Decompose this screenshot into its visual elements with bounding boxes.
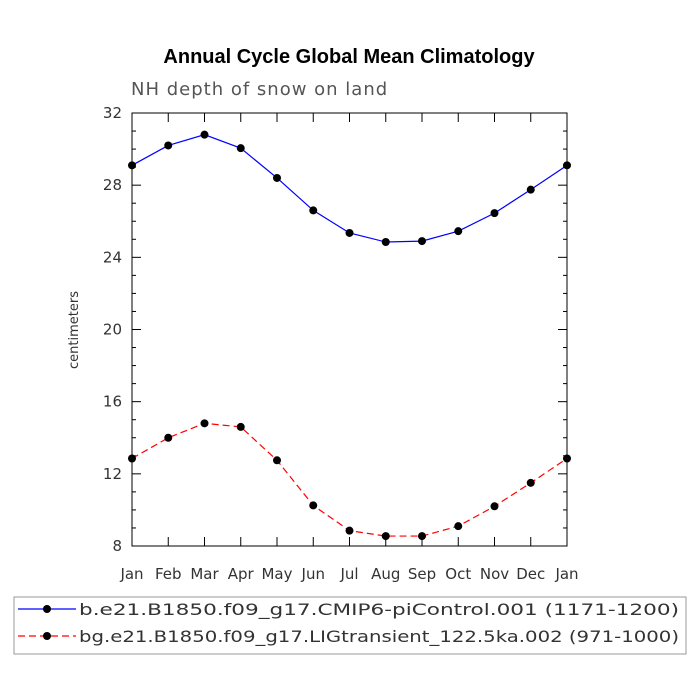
x-tick-label: Jun xyxy=(301,565,325,583)
data-point xyxy=(128,161,136,170)
legend: b.e21.B1850.f09_g17.CMIP6-piControl.001 … xyxy=(13,596,687,655)
y-tick-label: 32 xyxy=(103,104,122,122)
data-point xyxy=(563,161,571,170)
x-tick-label: Jan xyxy=(554,565,578,583)
chart-subtitle: NH depth of snow on land xyxy=(131,79,388,100)
data-point xyxy=(454,522,463,531)
axes: 8 12 16 20 24 28 32 Jan Feb Mar Apr May Jun Jul Aug Sep… xyxy=(103,104,579,583)
y-axis-label: centimeters xyxy=(67,291,82,369)
data-point xyxy=(200,130,209,139)
x-tick-label: Apr xyxy=(228,565,255,583)
data-point xyxy=(200,419,209,428)
x-tick-label: Jan xyxy=(119,565,143,583)
legend-marker xyxy=(43,632,51,640)
data-point xyxy=(526,478,535,487)
data-point xyxy=(236,144,245,153)
series-line xyxy=(131,134,568,243)
series-1 xyxy=(128,130,571,246)
legend-item: bg.e21.B1850.f09_g17.LIGtransient_122.5k… xyxy=(18,627,679,647)
y-tick-label: 28 xyxy=(103,176,122,194)
data-point xyxy=(309,501,318,510)
legend-box xyxy=(13,596,687,655)
legend-item: b.e21.B1850.f09_g17.CMIP6-piControl.001 … xyxy=(18,600,679,620)
x-tick-label: May xyxy=(261,565,292,583)
x-tick-label: Feb xyxy=(155,565,182,583)
x-tick-label: Oct xyxy=(445,565,471,583)
legend-label: bg.e21.B1850.f09_g17.LIGtransient_122.5k… xyxy=(79,627,679,647)
data-point xyxy=(345,228,354,237)
data-point xyxy=(164,433,173,442)
series-line xyxy=(131,422,568,537)
data-point xyxy=(381,237,390,246)
data-point xyxy=(563,454,571,463)
data-point xyxy=(454,227,463,236)
data-point xyxy=(526,185,535,194)
plot-frame xyxy=(131,112,568,547)
y-tick-label: 16 xyxy=(103,393,122,411)
y-tick-label: 12 xyxy=(103,465,122,483)
x-tick-label: Sep xyxy=(408,565,436,583)
data-point xyxy=(490,502,499,511)
x-tick-label: Dec xyxy=(516,565,545,583)
data-point xyxy=(273,456,281,465)
data-point xyxy=(273,173,281,182)
legend-label: b.e21.B1850.f09_g17.CMIP6-piControl.001 … xyxy=(79,600,679,620)
x-tick-label: Nov xyxy=(480,565,509,583)
data-point xyxy=(490,209,499,218)
x-tick-label: Mar xyxy=(190,565,219,583)
data-point xyxy=(236,422,245,431)
x-tick-label: Jul xyxy=(339,565,358,583)
data-point xyxy=(345,526,354,535)
legend-marker xyxy=(43,605,51,613)
y-tick-label: 24 xyxy=(103,248,122,266)
series-layer xyxy=(128,130,571,541)
data-point xyxy=(309,206,318,215)
data-point xyxy=(418,532,426,541)
chart-title: Annual Cycle Global Mean Climatology xyxy=(163,46,535,68)
series-2 xyxy=(128,419,571,541)
data-point xyxy=(418,237,426,246)
x-tick-label: Aug xyxy=(371,565,400,583)
data-point xyxy=(128,454,136,463)
data-point xyxy=(164,141,173,150)
data-point xyxy=(381,532,390,541)
y-tick-label: 20 xyxy=(103,321,122,339)
y-tick-label: 8 xyxy=(112,537,122,555)
